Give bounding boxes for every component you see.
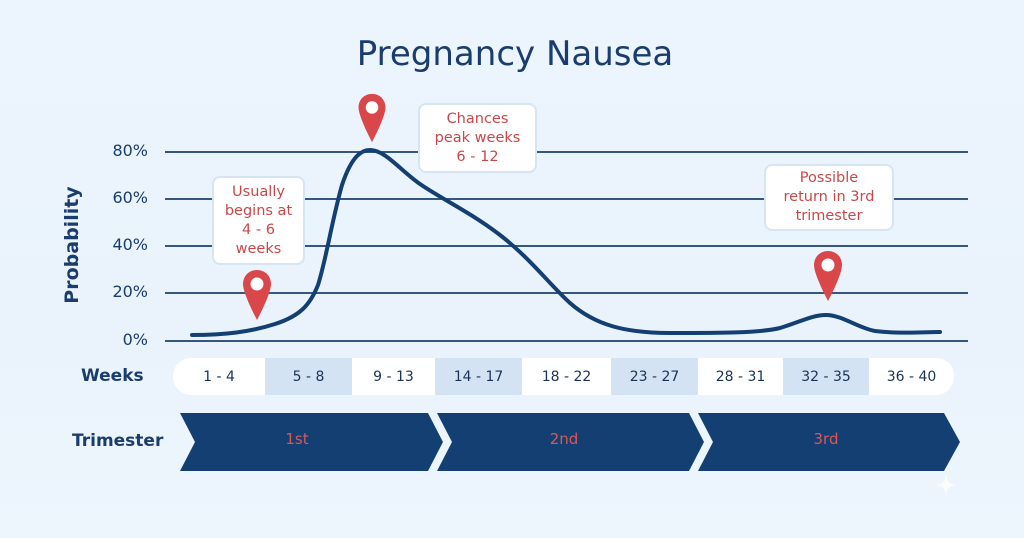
callout-onset-line: begins at <box>224 202 293 219</box>
week-cell: 36 - 40 <box>886 368 937 385</box>
map-pin-icon <box>814 251 842 301</box>
callout-return-line: return in 3rd <box>783 189 875 205</box>
map-pin-icon <box>243 270 271 320</box>
weeks-label: Weeks <box>81 366 144 386</box>
week-cell: 18 - 22 <box>541 368 592 385</box>
chart-title: Pregnancy Nausea <box>356 34 674 74</box>
callout-onset: Usually begins at 4 - 6 weeks <box>212 176 305 265</box>
map-pin-icon <box>358 93 386 143</box>
y-tick-40: 40% <box>112 235 148 254</box>
week-cell: 23 - 27 <box>611 358 698 395</box>
trimester-arrow-1st <box>180 413 443 471</box>
trimester-3rd-label: 3rd <box>813 430 839 448</box>
y-tick-20: 20% <box>112 282 148 301</box>
callout-onset-line: weeks <box>235 240 282 257</box>
trimester-1st-label: 1st <box>285 430 309 448</box>
callout-peak-line: Chances <box>446 110 509 127</box>
week-cell: 9 - 13 <box>373 368 414 385</box>
callout-return: Possible return in 3rd trimester <box>764 164 894 231</box>
trimester-label: Trimester <box>72 431 164 451</box>
callout-peak: Chances peak weeks 6 - 12 <box>418 103 537 173</box>
trimester-arrow-2nd <box>437 413 704 471</box>
callout-onset-line: Usually <box>232 183 285 200</box>
sparkle-icon <box>935 474 957 496</box>
week-cell: 5 - 8 <box>265 358 352 395</box>
y-tick-80: 80% <box>112 141 148 160</box>
y-tick-60: 60% <box>112 188 148 207</box>
gridline-0 <box>165 340 968 342</box>
week-cell: 28 - 31 <box>715 368 766 385</box>
gridline-20 <box>165 292 968 294</box>
callout-onset-line: 4 - 6 <box>242 221 275 238</box>
trimester-arrow-3rd <box>698 413 960 471</box>
week-cell: 32 - 35 <box>783 358 869 395</box>
week-cell: 14 - 17 <box>435 358 522 395</box>
gridline-60 <box>165 198 968 200</box>
y-tick-0: 0% <box>122 330 148 349</box>
callout-peak-line: peak weeks <box>434 129 521 146</box>
weeks-bar: 1 - 4 5 - 8 9 - 13 14 - 17 18 - 22 23 - … <box>173 358 954 395</box>
callout-peak-line: 6 - 12 <box>456 148 499 165</box>
gridline-40 <box>165 245 968 247</box>
week-cell: 1 - 4 <box>203 368 235 385</box>
gridline-80 <box>165 151 968 153</box>
trimester-2nd-label: 2nd <box>549 430 579 448</box>
callout-return-line: trimester <box>795 208 863 224</box>
callout-return-line: Possible <box>799 170 859 186</box>
